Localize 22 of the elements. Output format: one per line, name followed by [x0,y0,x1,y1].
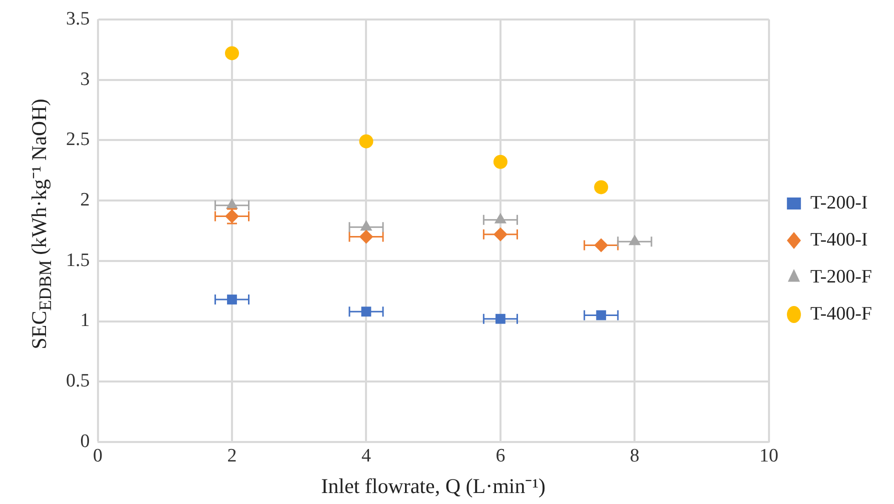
x-tick-label: 4 [361,445,372,466]
x-tick-label: 6 [496,445,506,466]
point [594,180,608,194]
y-tick-label: 1 [80,310,90,332]
x-tick-label: 2 [227,445,237,466]
legend-label: T-400-F [810,303,872,324]
x-tick-label: 8 [630,445,640,466]
y-tick-label: 0 [80,430,90,452]
y-tick-label: 2.5 [66,129,90,150]
legend-label: T-200-F [810,266,872,288]
y-tick-label: 2 [80,190,90,210]
point [493,154,508,169]
y-tick-label: 1.5 [66,250,90,271]
point [224,46,239,60]
y-tick-label: 3.5 [66,8,90,30]
y-tick-label: 0.5 [66,370,90,392]
legend-label: T-400-I [810,229,868,250]
x-tick-label: 10 [759,445,778,466]
legend-label: T-200-I [810,192,868,214]
x-axis-title: Inlet flowrate, Q (L·min⁻¹) [321,474,546,498]
y-tick-label: 3 [80,68,90,90]
point [359,134,374,148]
